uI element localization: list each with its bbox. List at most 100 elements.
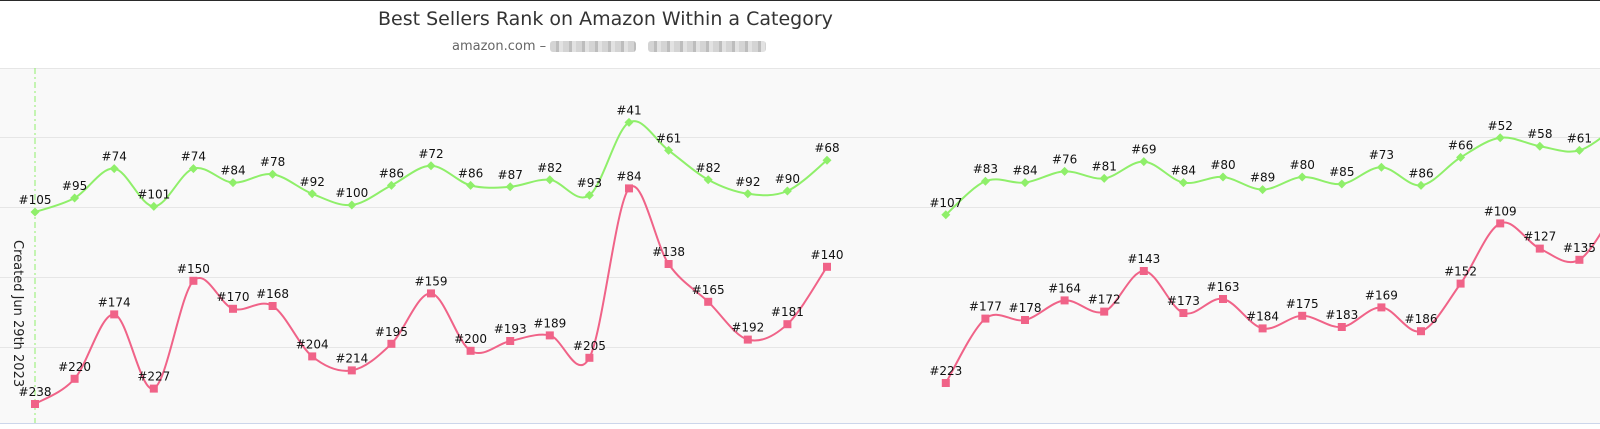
series-2-point[interactable] [981,314,990,323]
plot-background [0,68,1600,424]
series-2-data-label: #172 [1088,293,1121,307]
series-2-data-label: #143 [1127,252,1160,266]
series-2-point[interactable] [229,304,237,313]
series-1-point[interactable] [624,117,634,127]
series-1-point[interactable] [703,175,713,185]
series-2-point[interactable] [506,337,515,345]
series-2-point[interactable] [1337,323,1346,331]
series-1-point[interactable] [545,175,555,185]
series-2-point[interactable] [1100,307,1109,316]
series-2-data-label: #223 [929,364,962,378]
series-1-point[interactable] [1218,172,1228,182]
series-1-data-label: #107 [929,196,962,210]
series-2-point[interactable] [1258,324,1267,333]
series-1-point[interactable] [149,201,159,211]
series-1-data-label: #92 [300,175,325,189]
series-2-point[interactable] [1139,267,1148,275]
series-1-data-label: #84 [1171,164,1196,178]
series-1-point[interactable] [70,193,80,203]
series-2-point[interactable] [941,379,950,387]
series-2-data-label: #189 [533,316,566,330]
series-1-point[interactable] [307,189,317,199]
series-2-data-label: #186 [1405,312,1438,326]
series-2-point[interactable] [387,339,396,348]
series-1-data-label: #86 [379,166,404,180]
series-1-data-label: #87 [498,168,523,182]
series-1-point[interactable] [1020,178,1030,188]
series-1-point[interactable] [347,200,357,210]
series-1-point[interactable] [386,180,396,190]
series-1-data-label: #89 [1250,171,1275,185]
series-2-point[interactable] [308,352,317,361]
series-2-point[interactable] [1575,255,1584,264]
series-1-point[interactable] [1297,172,1307,182]
series-1-point[interactable] [268,169,278,179]
series-2-point[interactable] [1021,316,1029,324]
series-1-point[interactable] [980,176,990,186]
series-1-point[interactable] [743,189,753,199]
series-2-data-label: #227 [137,370,170,384]
series-2-point[interactable] [545,331,554,340]
series-1-point[interactable] [584,190,594,200]
series-1-data-label: #58 [1527,127,1552,141]
series-2-point[interactable] [585,353,594,362]
series-2-point[interactable] [427,289,435,298]
series-1-point[interactable] [1495,133,1505,143]
series-1-point[interactable] [30,207,40,217]
series-1-point[interactable] [1337,179,1347,189]
series-1-point[interactable] [782,186,792,196]
series-1-point[interactable] [1258,185,1268,195]
series-1-point[interactable] [664,145,674,155]
series-2-point[interactable] [189,276,198,285]
series-2-point[interactable] [1298,311,1307,320]
series-2-data-label: #200 [454,332,487,346]
series-2-point[interactable] [466,346,475,355]
series-2-point[interactable] [347,366,356,375]
series-1-point[interactable] [1139,157,1149,167]
series-2-point[interactable] [149,384,158,393]
series-1-data-label: #68 [814,141,839,155]
series-1-data-label: #82 [696,161,721,175]
series-1-point[interactable] [1178,178,1188,188]
series-2-point[interactable] [1179,309,1188,317]
series-2-data-label: #169 [1365,288,1398,302]
series-1-point[interactable] [1376,162,1386,172]
series-1-data-label: #83 [973,162,998,176]
series-2-point[interactable] [1417,327,1425,336]
series-1-point[interactable] [466,180,476,190]
series-2-point[interactable] [70,374,79,383]
series-2-point[interactable] [783,320,792,329]
subtitle-text: amazon.com – [452,39,547,54]
series-2-point[interactable] [1535,244,1544,253]
series-2-point[interactable] [625,184,633,193]
series-2-point[interactable] [823,262,831,271]
series-1-point[interactable] [1416,180,1426,190]
series-2-data-label: #204 [296,337,329,351]
series-1-point[interactable] [188,164,198,174]
series-2-point[interactable] [704,297,713,306]
series-2-data-label: #181 [771,305,804,319]
series-1-point[interactable] [1535,141,1545,151]
series-1-point[interactable] [1574,145,1584,155]
series-2-point[interactable] [1496,219,1505,228]
series-1-point[interactable] [822,155,832,165]
series-1-point[interactable] [1099,173,1109,183]
series-2-point[interactable] [110,310,119,319]
series-2-point[interactable] [268,302,277,310]
series-1-point[interactable] [228,178,238,188]
chart-subtitle: amazon.com – [452,39,767,54]
series-1-point[interactable] [941,210,951,220]
series-2-data-label: #163 [1207,280,1240,294]
series-2-point[interactable] [1456,279,1465,288]
series-2-point[interactable] [1219,295,1227,303]
series-1-point[interactable] [1060,166,1070,176]
series-2-point[interactable] [664,260,673,268]
series-2-point[interactable] [743,335,752,344]
series-1-point[interactable] [109,164,119,174]
series-1-point[interactable] [1456,152,1466,162]
series-1-point[interactable] [505,182,515,192]
series-2-point[interactable] [31,400,39,408]
series-2-point[interactable] [1060,296,1069,305]
series-2-point[interactable] [1377,303,1386,312]
series-1-point[interactable] [426,161,436,171]
